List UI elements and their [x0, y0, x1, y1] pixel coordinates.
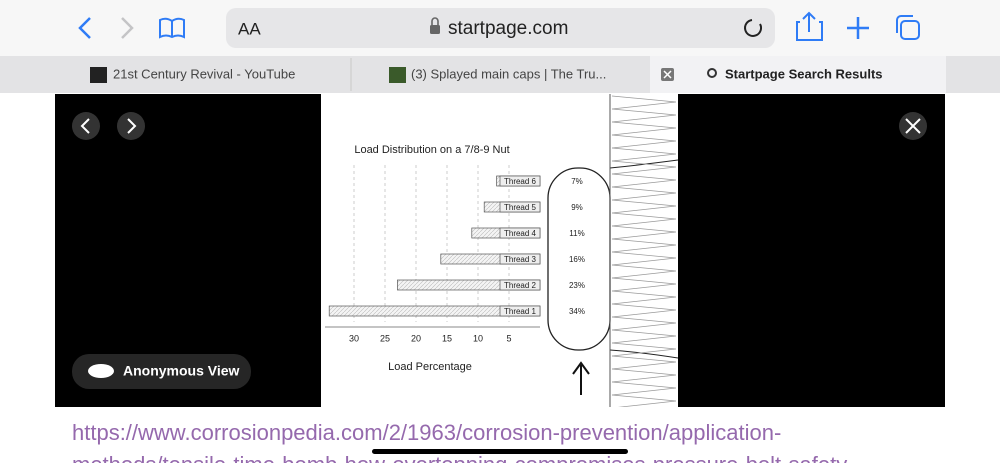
thread-label-box [499, 305, 541, 317]
x-tick-label: 20 [411, 333, 421, 343]
thread-hatch [611, 264, 677, 279]
thread-label-box [499, 227, 541, 239]
thread-hatch [611, 134, 677, 149]
load-percent: 34% [569, 307, 585, 316]
thread-hatch [611, 368, 677, 383]
thread-label: Thread 4 [504, 229, 537, 238]
load-percent: 23% [569, 281, 585, 290]
share-button[interactable] [796, 11, 823, 41]
thread-hatch [611, 381, 677, 396]
address-bar[interactable] [226, 8, 775, 48]
image-title: Load Distribution on a 7/8-9 Nut [354, 144, 509, 156]
x-tick-label: 30 [349, 333, 359, 343]
tabs-button-back [896, 15, 913, 33]
thread-label-box [499, 279, 541, 291]
thread-hatch [611, 121, 677, 136]
x-tick-label: 25 [380, 333, 390, 343]
thread-label: Thread 1 [504, 307, 537, 316]
thread-hatch [611, 277, 677, 292]
thread-label-box [499, 175, 541, 187]
lock-icon [430, 25, 440, 34]
x-tick-label: 15 [442, 333, 452, 343]
thread-hatch [611, 303, 677, 318]
thread-hatch [611, 342, 677, 357]
load-percent: 9% [571, 203, 583, 212]
thread-hatch [611, 225, 677, 240]
x-tick-label: 5 [506, 333, 511, 343]
thread-hatch [611, 238, 677, 253]
image-content: Load Distribution on a 7/8-9 Nut Load Pe… [325, 94, 678, 407]
tab-favicon [90, 67, 107, 83]
address-text[interactable]: startpage.com [448, 18, 568, 39]
thread-label-box [499, 253, 541, 265]
thread-label: Thread 6 [504, 177, 537, 186]
x-tick-label: 10 [473, 333, 483, 343]
thread-hatch [611, 251, 677, 266]
thread-label: Thread 3 [504, 255, 537, 264]
tab-favicon [389, 67, 406, 83]
back-button[interactable] [78, 17, 91, 39]
tab-title[interactable]: (3) Splayed main caps | The Tru... [411, 66, 606, 81]
thread-hatch [611, 316, 677, 331]
next-arrow [127, 118, 137, 134]
thread-hatch [611, 199, 677, 214]
close-tab-x [663, 70, 672, 79]
badge-label: Anonymous View [123, 363, 240, 379]
tab-favicon [707, 68, 717, 78]
thread-hatch [611, 95, 677, 110]
new-tab-button[interactable] [847, 17, 869, 39]
anonymous-badge[interactable] [72, 354, 251, 389]
bookmarks-button[interactable] [159, 17, 185, 39]
load-percent: 11% [569, 229, 584, 238]
thread-hatch [611, 355, 677, 370]
forward-button[interactable] [121, 17, 134, 39]
thread-hatch [611, 108, 677, 123]
thread-hatch [611, 147, 677, 162]
home-indicator [372, 449, 628, 454]
tab-title[interactable]: 21st Century Revival - YouTube [113, 66, 295, 81]
force-arrow [572, 361, 590, 395]
thread-hatch [611, 290, 677, 305]
mask-icon [88, 364, 114, 378]
close-x [905, 118, 921, 134]
thread-hatch [611, 160, 677, 175]
thread-hatch [611, 186, 677, 201]
next-button[interactable] [117, 112, 145, 140]
thread-label: Thread 2 [504, 281, 537, 290]
thread-label: Thread 5 [504, 203, 537, 212]
load-percent: 7% [571, 177, 583, 186]
load-percent: 16% [569, 255, 585, 264]
thread-hatch [611, 329, 677, 344]
image [321, 94, 678, 407]
thread-label-box [499, 201, 541, 213]
lock-shackle [431, 17, 439, 25]
tab-title[interactable]: Startpage Search Results [725, 66, 883, 81]
image-x-label: Load Percentage [388, 361, 472, 373]
result-url[interactable]: https://www.corrosionpedia.com/2/1963/co… [72, 420, 781, 445]
prev-button[interactable] [72, 112, 100, 140]
thread-hatch [611, 212, 677, 227]
active-tab[interactable] [650, 56, 946, 93]
prev-arrow [80, 118, 90, 134]
thread-hatch [611, 173, 677, 188]
reload-button[interactable] [744, 19, 763, 37]
tabs-button[interactable] [900, 20, 920, 40]
text-size-button[interactable]: AA [238, 19, 261, 38]
thread-hatch [611, 394, 677, 407]
